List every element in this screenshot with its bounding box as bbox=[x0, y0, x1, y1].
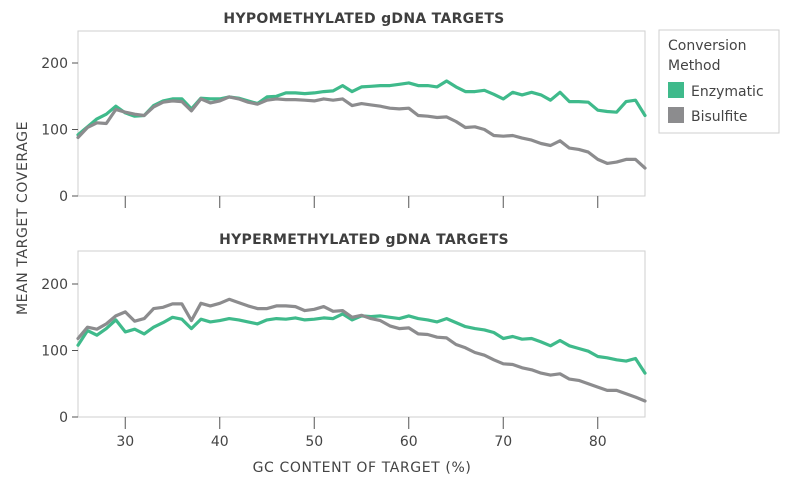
series-line-enzymatic-panel2 bbox=[76, 312, 647, 375]
x-tick-label: 40 bbox=[211, 434, 229, 450]
y-axis-label: MEAN TARGET COVERAGE bbox=[15, 121, 31, 315]
y-tick-label: 200 bbox=[41, 277, 68, 293]
y-tick-label: 0 bbox=[59, 189, 68, 205]
legend-label-enzymatic: Enzymatic bbox=[691, 84, 764, 100]
legend-title-line1: Conversion bbox=[668, 38, 747, 54]
x-tick-label: 50 bbox=[305, 434, 323, 450]
x-tick-label: 30 bbox=[116, 434, 134, 450]
legend-title-line2: Method bbox=[668, 58, 721, 74]
y-tick-label: 200 bbox=[41, 56, 68, 72]
series-line-bisulfite-panel1 bbox=[76, 95, 647, 170]
x-tick-label: 80 bbox=[589, 434, 607, 450]
panel-title-hypermethylated: HYPERMETHYLATED gDNA TARGETS bbox=[219, 232, 509, 248]
legend: Conversion Method Enzymatic Bisulfite bbox=[658, 29, 780, 134]
series-line-enzymatic-panel1 bbox=[76, 79, 647, 137]
y-tick-label: 100 bbox=[41, 344, 68, 360]
x-tick-label: 70 bbox=[494, 434, 512, 450]
panel-frame-hypomethylated bbox=[77, 30, 646, 197]
panel-title-hypomethylated: HYPOMETHYLATED gDNA TARGETS bbox=[223, 11, 504, 27]
y-tick-label: 0 bbox=[59, 410, 68, 426]
legend-swatch-bisulfite bbox=[668, 107, 684, 123]
x-axis-label: GC CONTENT OF TARGET (%) bbox=[253, 460, 472, 476]
y-tick-label: 100 bbox=[41, 123, 68, 139]
panel-frame-hypermethylated bbox=[77, 250, 646, 418]
legend-swatch-enzymatic bbox=[668, 82, 684, 98]
series-line-bisulfite-panel2 bbox=[76, 297, 647, 403]
x-tick-label: 60 bbox=[400, 434, 418, 450]
legend-label-bisulfite: Bisulfite bbox=[691, 109, 747, 125]
